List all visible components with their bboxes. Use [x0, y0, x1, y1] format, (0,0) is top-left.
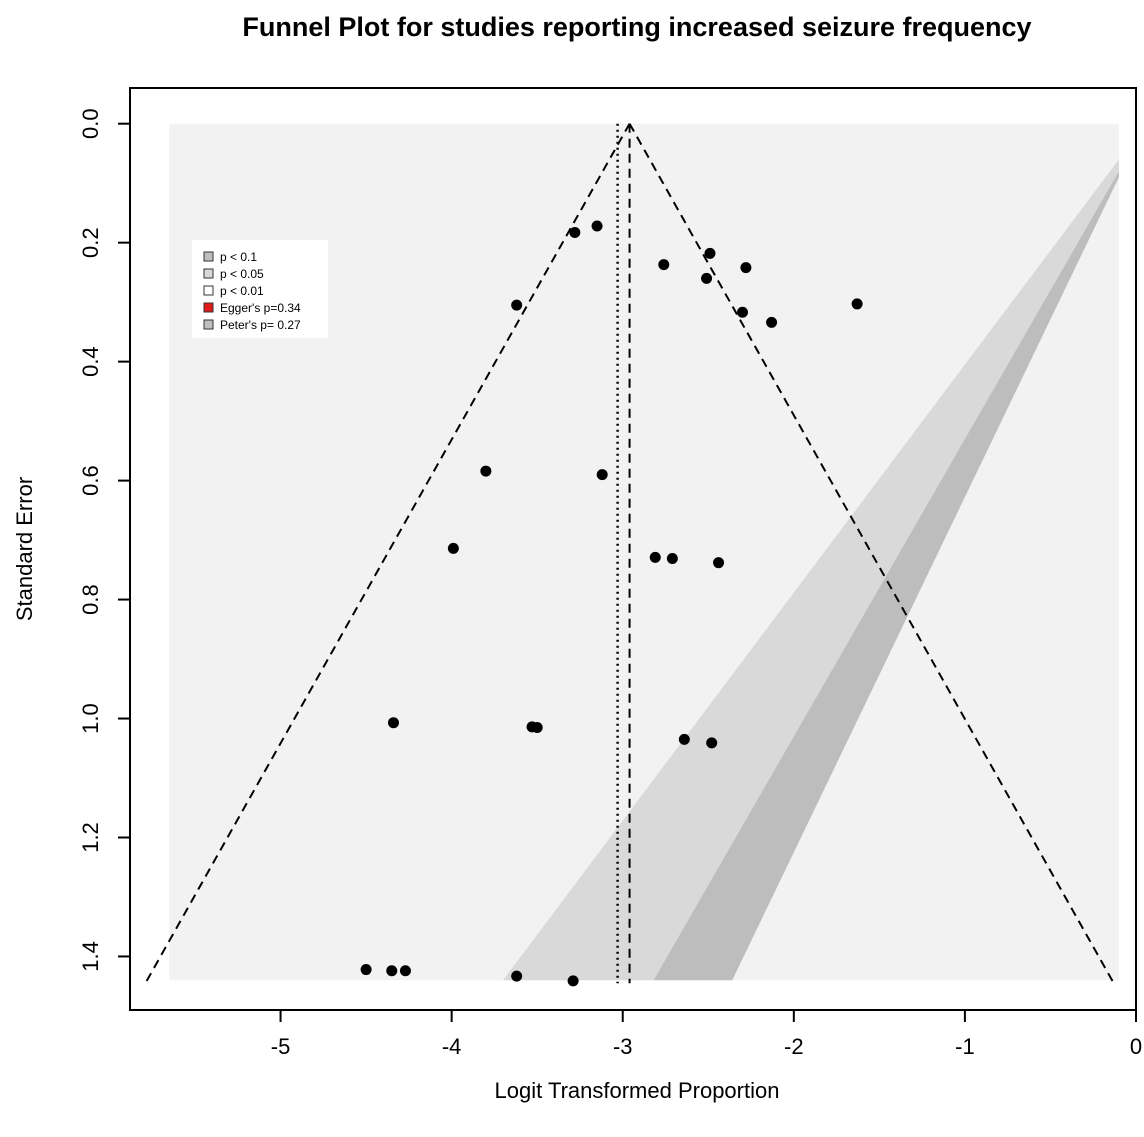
y-tick-label: 0.8: [78, 584, 103, 615]
data-point: [567, 975, 579, 987]
data-point: [666, 553, 678, 565]
data-point: [387, 717, 399, 729]
x-tick-label: -4: [442, 1034, 462, 1059]
legend-label: p < 0.05: [220, 267, 264, 281]
y-tick-label: 1.2: [78, 822, 103, 853]
data-point: [851, 298, 863, 310]
data-point: [706, 737, 718, 749]
data-point: [511, 299, 523, 311]
x-tick-label: -2: [784, 1034, 804, 1059]
contour-band-2: [653, 171, 1119, 981]
legend-swatch: [203, 285, 214, 296]
data-point: [740, 262, 752, 274]
y-tick-label: 0.2: [78, 227, 103, 258]
y-tick-label: 1.4: [78, 941, 103, 972]
legend-swatch: [203, 319, 214, 330]
data-point: [511, 970, 523, 982]
data-point: [649, 551, 661, 563]
legend-label: Egger's p=0.34: [220, 301, 301, 315]
x-tick-label: 0: [1130, 1034, 1142, 1059]
data-point: [736, 306, 748, 318]
data-point: [713, 557, 725, 569]
data-point: [766, 316, 778, 328]
x-tick-label: -5: [271, 1034, 291, 1059]
legend-swatch: [203, 302, 214, 313]
y-axis-label: Standard Error: [12, 477, 37, 621]
x-tick-label: -1: [955, 1034, 975, 1059]
axes: -5 -4 -3 -2 -1 0 0.0 0.2 0.4 0.6 0.8 1.0 1.2 1.4: [78, 108, 1142, 1059]
legend-label: p < 0.01: [220, 284, 264, 298]
plot-frame: [129, 87, 1137, 1011]
data-point: [591, 220, 603, 232]
chart-title: Funnel Plot for studies reporting increa…: [242, 12, 1031, 42]
contour-band-1: [502, 159, 1119, 981]
x-tick-label: -3: [613, 1034, 633, 1059]
y-tick-label: 0.0: [78, 108, 103, 139]
data-point: [596, 469, 608, 481]
legend-swatch: [203, 251, 214, 262]
legend-label: Peter's p= 0.27: [220, 318, 301, 332]
legend-label: p < 0.1: [220, 250, 257, 264]
data-point: [480, 465, 492, 477]
y-tick-label: 0.6: [78, 465, 103, 496]
y-tick-label: 0.4: [78, 346, 103, 377]
data-point: [531, 721, 543, 733]
legend: p < 0.1 p < 0.05 p < 0.01 Egger's p=0.34 Pet…: [192, 240, 328, 338]
data-point: [704, 247, 716, 259]
data-point: [447, 542, 459, 554]
data-point: [360, 964, 372, 976]
data-point: [399, 965, 411, 977]
data-point: [678, 733, 690, 745]
x-axis-label: Logit Transformed Proportion: [495, 1078, 780, 1103]
data-point: [658, 259, 670, 271]
data-point: [386, 965, 398, 977]
legend-box: [192, 240, 328, 338]
data-point: [701, 272, 713, 284]
legend-swatch: [203, 268, 214, 279]
y-tick-label: 1.0: [78, 703, 103, 734]
data-point: [569, 227, 581, 239]
